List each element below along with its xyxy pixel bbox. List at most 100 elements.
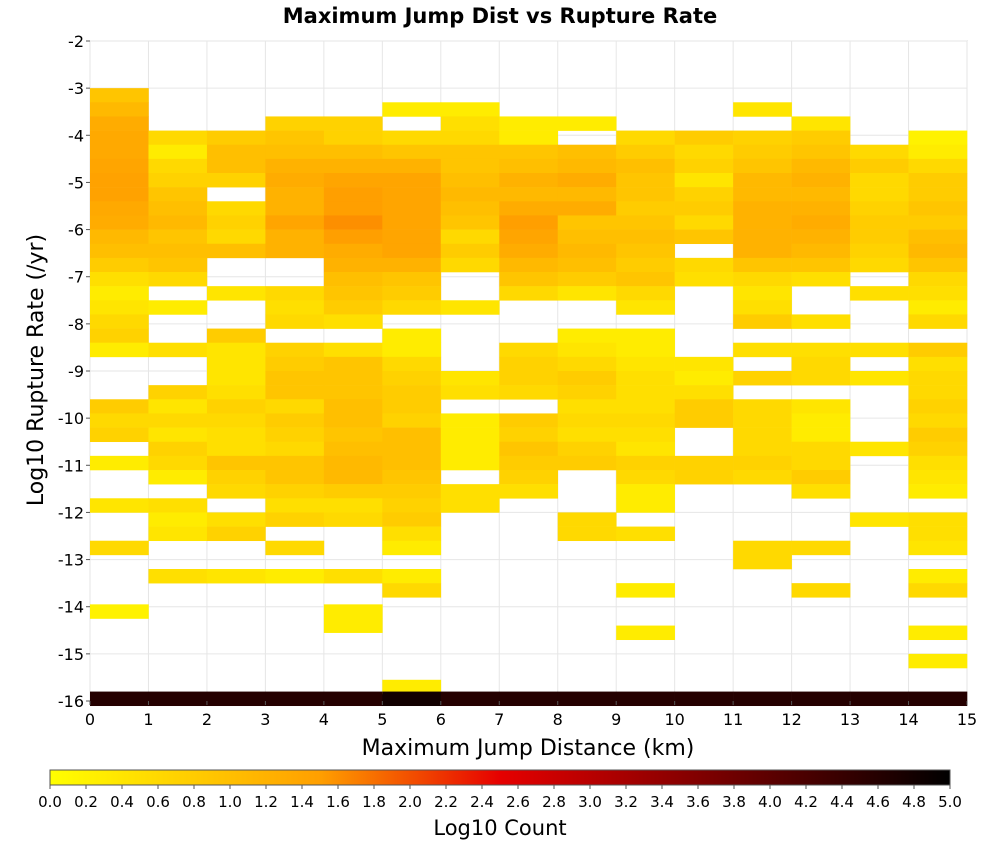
heatmap-cell xyxy=(440,158,500,174)
heatmap-cell xyxy=(148,498,208,513)
colorbar-label: Log10 Count xyxy=(433,816,566,840)
heatmap-cell xyxy=(908,625,968,641)
heatmap-cell xyxy=(90,102,149,117)
heatmap-cell xyxy=(850,215,909,230)
colorbar-tick-label: 0.0 xyxy=(38,793,62,811)
heatmap-cell xyxy=(616,130,675,146)
heatmap-cell xyxy=(499,427,559,443)
colorbar-tick-label: 4.8 xyxy=(902,793,926,811)
heatmap-cell xyxy=(791,356,851,372)
heatmap-cell xyxy=(382,512,442,527)
heatmap-cell xyxy=(616,229,675,245)
heatmap-cell xyxy=(148,526,208,542)
heatmap-cell xyxy=(908,413,968,428)
colorbar-tick-label: 4.6 xyxy=(866,793,890,811)
heatmap-cell xyxy=(850,144,909,160)
heatmap-cell xyxy=(206,526,266,542)
heatmap-cell xyxy=(557,158,617,174)
heatmap-cell xyxy=(557,512,617,527)
heatmap-cell xyxy=(908,526,968,542)
heatmap-cell xyxy=(791,130,851,146)
heatmap-cell xyxy=(733,102,792,117)
heatmap-cell xyxy=(908,144,968,160)
heatmap-cell xyxy=(206,173,266,188)
y-tick-label: -4 xyxy=(68,126,84,145)
x-tick-label: 7 xyxy=(494,710,504,729)
y-tick-label: -5 xyxy=(68,173,84,192)
heatmap-cell xyxy=(440,173,500,188)
heatmap-cell xyxy=(908,286,968,301)
heatmap-cell xyxy=(616,441,675,457)
heatmap-cell xyxy=(382,540,442,556)
heatmap-cell xyxy=(323,385,383,400)
x-tick-label: 8 xyxy=(553,710,563,729)
heatmap-cell xyxy=(908,470,968,485)
heatmap-cell xyxy=(499,371,559,386)
heatmap-cell xyxy=(265,342,325,358)
heatmap-cell xyxy=(90,691,149,707)
heatmap-cell xyxy=(90,300,149,315)
heatmap-cell xyxy=(206,342,266,358)
heatmap-cell xyxy=(148,569,208,584)
heatmap-cell xyxy=(148,300,208,315)
heatmap-cell xyxy=(382,679,442,695)
heatmap-cell xyxy=(440,498,500,513)
heatmap-cell xyxy=(382,102,442,117)
heatmap-cell xyxy=(733,427,792,443)
x-tick-label: 10 xyxy=(664,710,684,729)
heatmap-cell xyxy=(323,300,383,315)
heatmap-cell xyxy=(440,427,500,443)
heatmap-cell xyxy=(323,144,383,160)
heatmap-cell xyxy=(616,215,675,230)
heatmap-cell xyxy=(265,427,325,443)
heatmap-cell xyxy=(382,215,442,230)
heatmap-cell xyxy=(791,215,851,230)
heatmap-cell xyxy=(908,441,968,457)
colorbar-tick-label: 3.4 xyxy=(650,793,674,811)
heatmap-cell xyxy=(791,201,851,216)
heatmap-cell xyxy=(382,691,442,707)
heatmap-cell xyxy=(148,158,208,174)
colorbar-tick-label: 3.0 xyxy=(578,793,602,811)
heatmap-cell xyxy=(148,399,208,414)
heatmap-cell xyxy=(206,286,266,301)
colorbar-tick-label: 1.0 xyxy=(218,793,242,811)
heatmap-cell xyxy=(206,130,266,146)
heatmap-cell xyxy=(499,158,559,174)
y-tick-label: -7 xyxy=(68,268,84,287)
heatmap-cell xyxy=(323,512,383,527)
colorbar-tick-label: 2.0 xyxy=(398,793,422,811)
heatmap-cell xyxy=(850,158,909,174)
heatmap-cell xyxy=(674,201,734,216)
heatmap-cell xyxy=(674,229,734,245)
heatmap-cell xyxy=(674,130,734,146)
heatmap-cell xyxy=(616,342,675,358)
heatmap-cell xyxy=(557,427,617,443)
colorbar-tick-label: 1.2 xyxy=(254,793,278,811)
heatmap-cell xyxy=(265,512,325,527)
colorbar-tick-label: 1.4 xyxy=(290,793,314,811)
heatmap-cell xyxy=(557,691,617,707)
heatmap-cell xyxy=(616,158,675,174)
heatmap-cell xyxy=(323,498,383,513)
heatmap-cell xyxy=(265,455,325,471)
heatmap-cell xyxy=(382,441,442,457)
heatmap-cell xyxy=(148,691,208,707)
heatmap-cell xyxy=(674,399,734,414)
x-tick-label: 15 xyxy=(957,710,977,729)
heatmap-cell xyxy=(616,691,675,707)
heatmap-cell xyxy=(908,653,968,669)
heatmap-cell xyxy=(674,257,734,273)
heatmap-cell xyxy=(499,342,559,358)
heatmap-cell xyxy=(850,187,909,202)
heatmap-cell xyxy=(440,116,500,131)
heatmap-cell xyxy=(791,158,851,174)
heatmap-cell xyxy=(90,399,149,414)
heatmap-cell xyxy=(791,229,851,245)
heatmap-cell xyxy=(440,102,500,117)
heatmap-cell xyxy=(850,257,909,273)
heatmap-cell xyxy=(616,243,675,259)
heatmap-cell xyxy=(265,286,325,301)
heatmap-cell xyxy=(733,540,792,556)
heatmap-cell xyxy=(440,229,500,245)
